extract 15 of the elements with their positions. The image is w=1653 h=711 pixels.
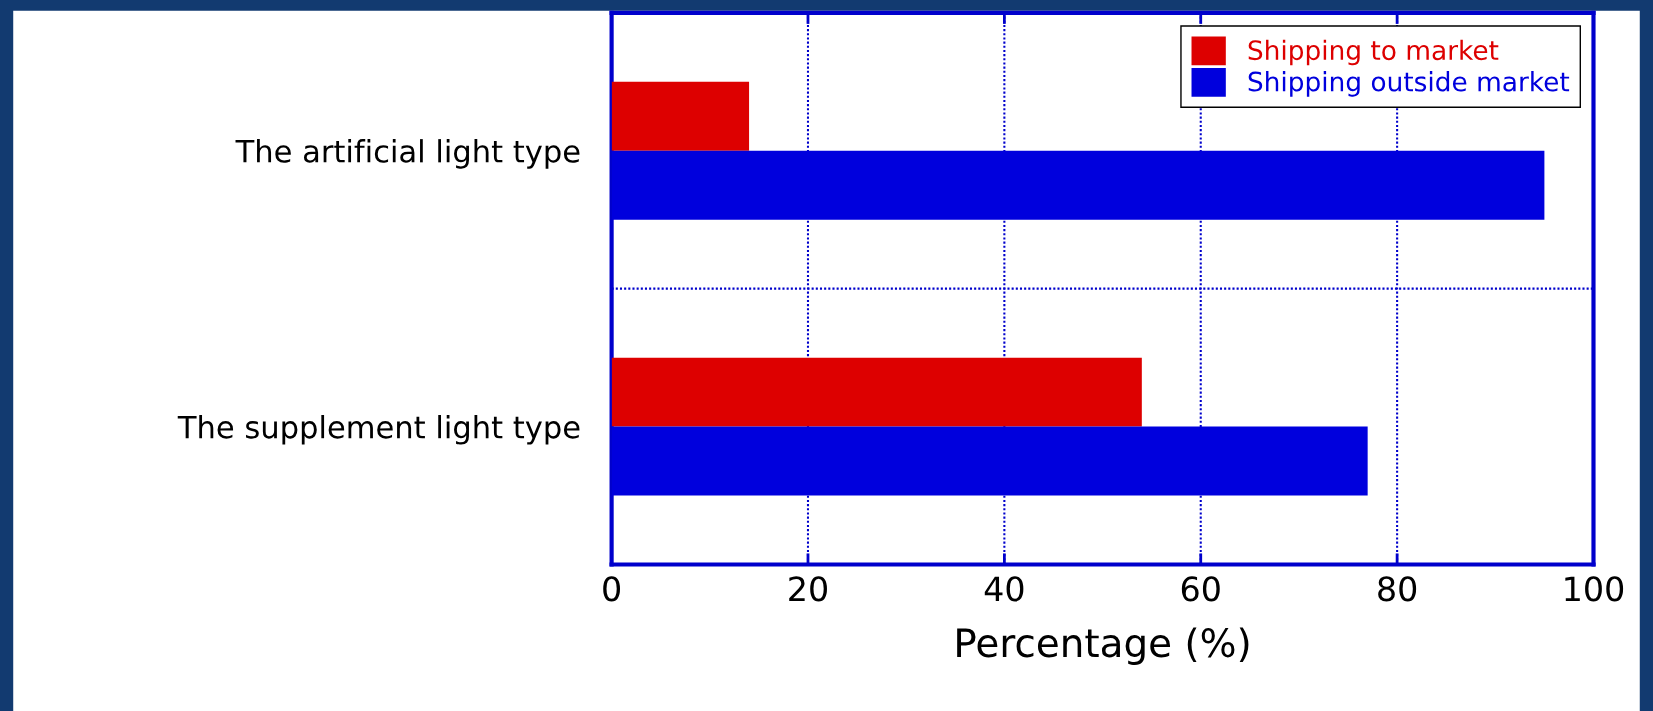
legend-label: Shipping outside market xyxy=(1248,71,1570,97)
legend-label: Shipping to market xyxy=(1248,39,1499,66)
bar xyxy=(611,81,750,151)
y-tick-label: The artificial light type xyxy=(235,139,580,169)
x-tick-label: 40 xyxy=(984,576,1024,602)
bar xyxy=(611,426,1368,496)
x-tick-label: 20 xyxy=(789,576,827,602)
x-axis-title: Percentage (%) xyxy=(957,627,1249,665)
x-tick-label: 80 xyxy=(1378,576,1417,602)
bar xyxy=(611,150,1545,220)
bar xyxy=(611,357,1142,427)
x-tick-label: 0 xyxy=(603,576,620,602)
y-tick-label: The supplement light type xyxy=(177,414,580,445)
x-tick-label: 100 xyxy=(1565,576,1624,602)
x-tick-label: 60 xyxy=(1181,576,1220,602)
